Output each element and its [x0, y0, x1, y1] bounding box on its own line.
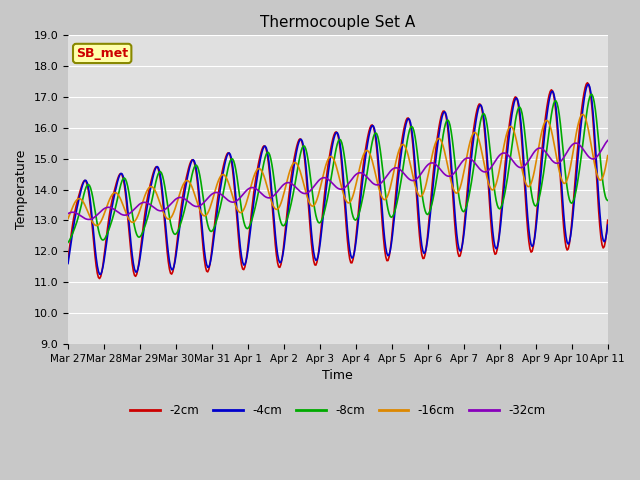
X-axis label: Time: Time	[323, 369, 353, 382]
Text: SB_met: SB_met	[76, 47, 128, 60]
Legend: -2cm, -4cm, -8cm, -16cm, -32cm: -2cm, -4cm, -8cm, -16cm, -32cm	[125, 399, 550, 421]
Y-axis label: Temperature: Temperature	[15, 150, 28, 229]
Title: Thermocouple Set A: Thermocouple Set A	[260, 15, 415, 30]
